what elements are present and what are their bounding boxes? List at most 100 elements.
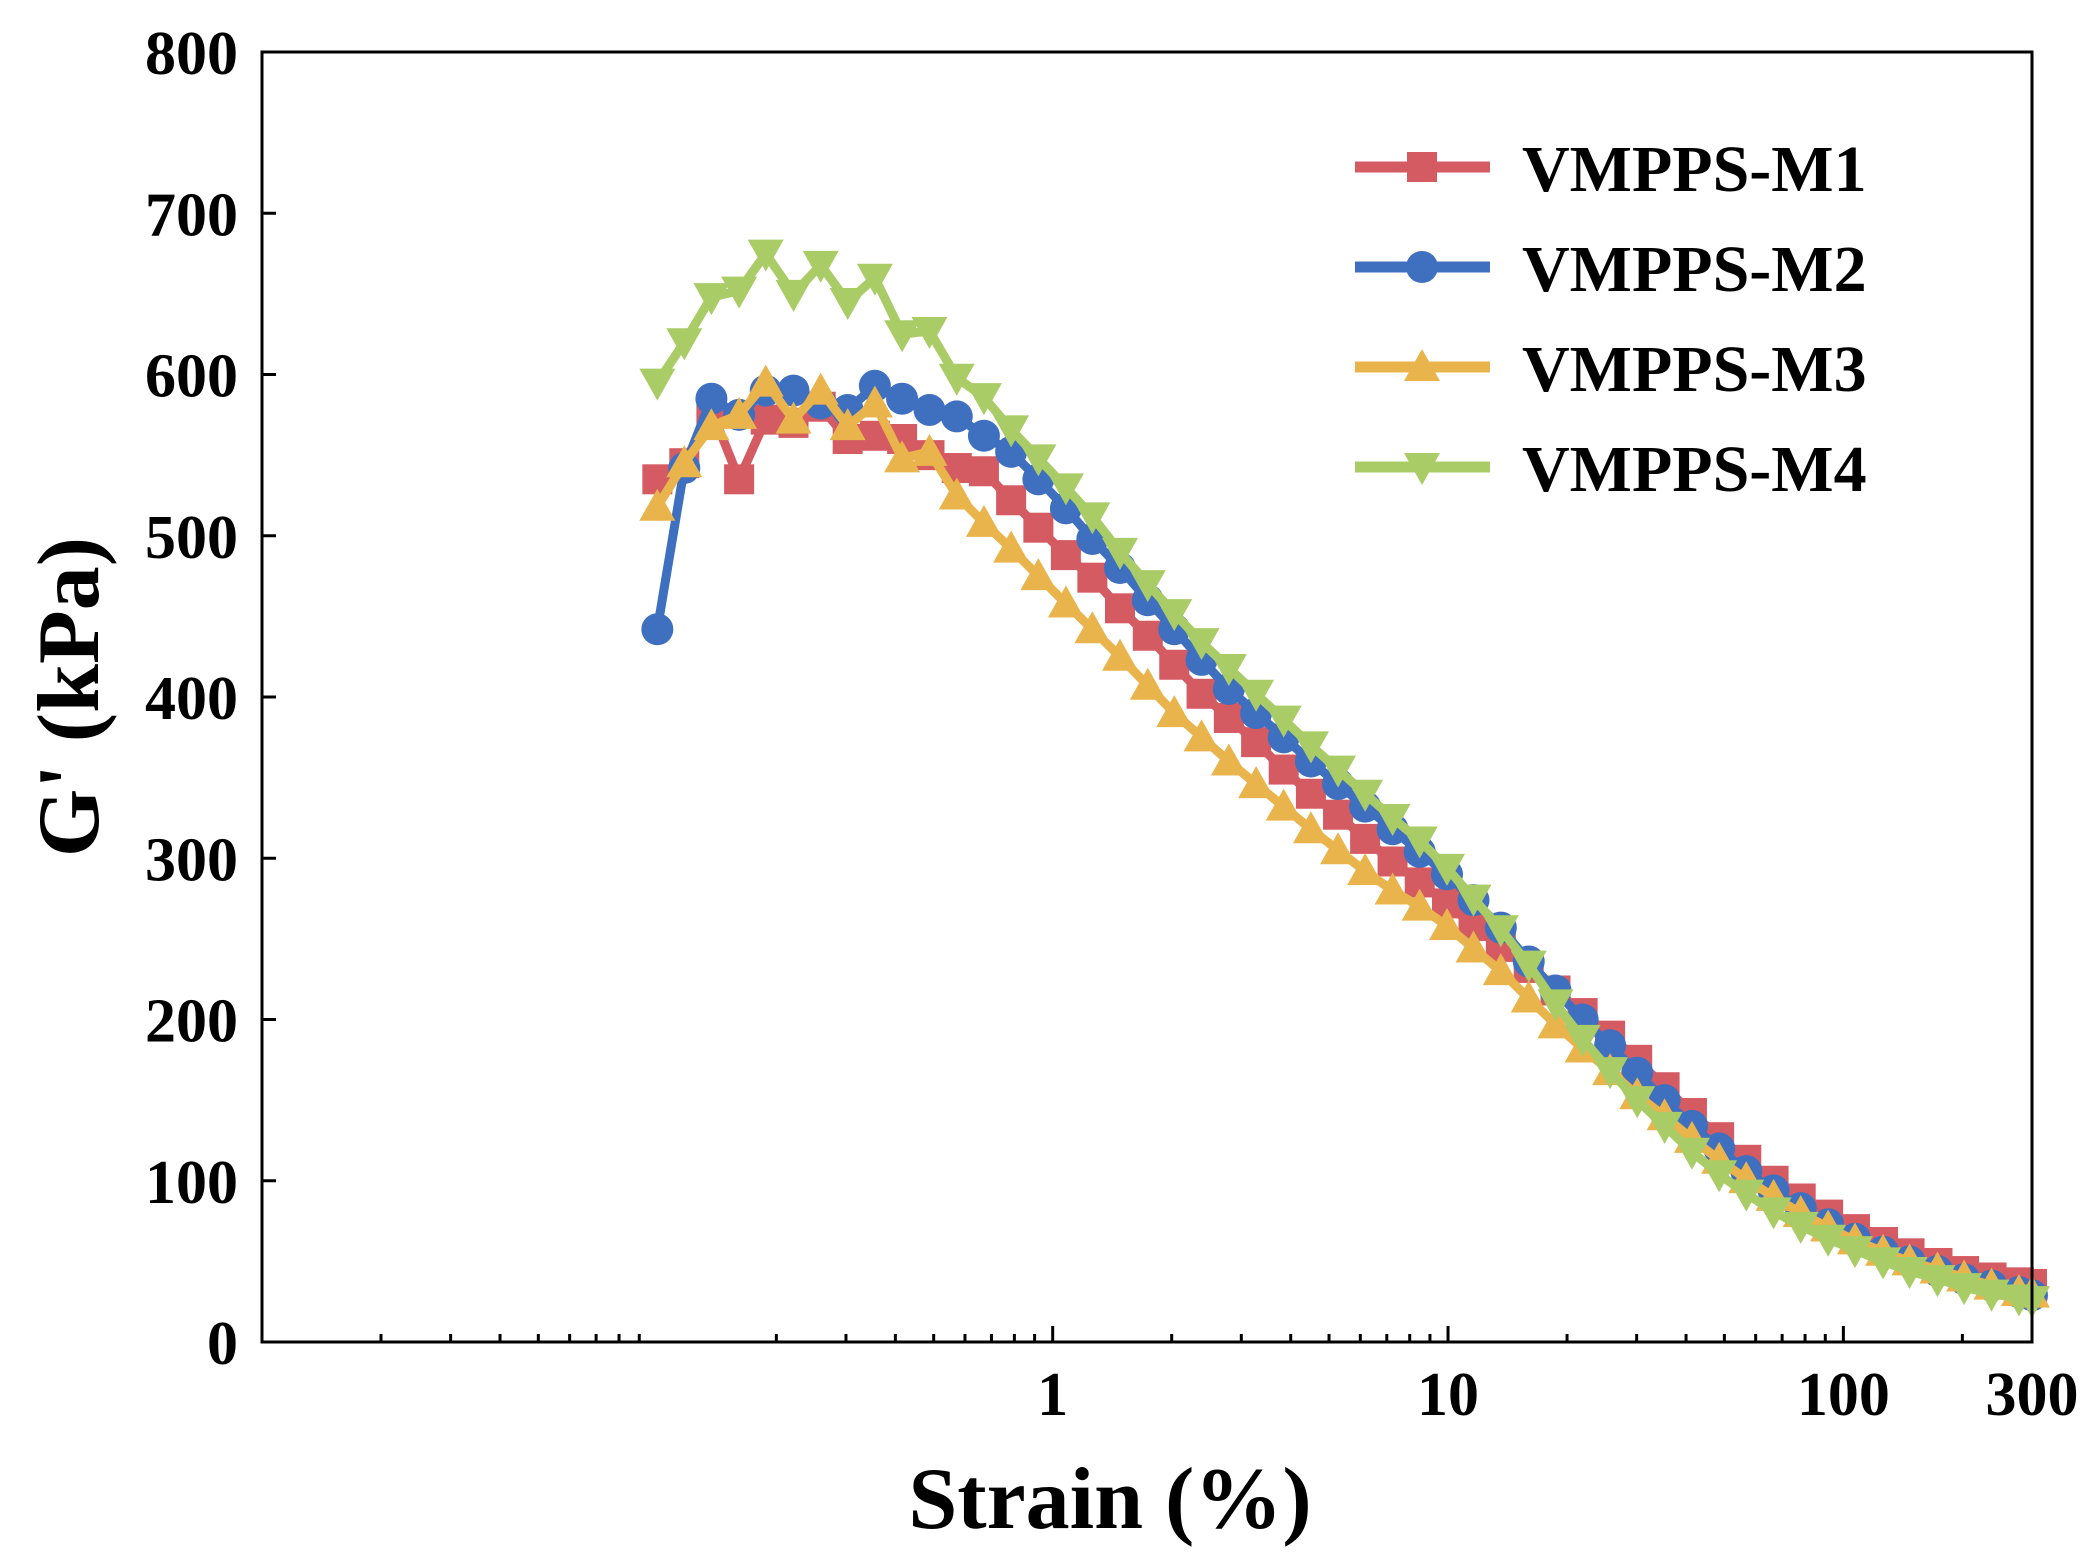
data-point (1592, 1057, 1629, 1090)
data-point (1129, 570, 1166, 603)
legend-marker (1404, 453, 1440, 485)
data-point (666, 328, 703, 361)
data-point (721, 276, 758, 309)
y-tick-label: 600 (145, 343, 238, 411)
data-point (1621, 1056, 1654, 1089)
data-point (1156, 599, 1193, 632)
data-point (1074, 502, 1111, 535)
data-point (913, 393, 946, 426)
data-point (886, 382, 919, 415)
data-point (1238, 679, 1275, 712)
data-point (1537, 1006, 1574, 1039)
data-point (938, 363, 975, 396)
data-point (1101, 638, 1138, 671)
data-point (1213, 702, 1244, 733)
data-point (1646, 1111, 1683, 1144)
data-point (938, 477, 975, 510)
data-point (721, 396, 758, 429)
data-point (829, 408, 866, 441)
data-point (1320, 832, 1357, 865)
data-point (1020, 444, 1057, 477)
data-point (641, 613, 674, 646)
legend-label: VMPPS-M2 (1522, 233, 1867, 306)
data-point (1323, 799, 1354, 830)
data-point (1455, 884, 1492, 917)
legend-item: VMPPS-M1 (1355, 133, 1867, 206)
y-tick-label: 800 (145, 20, 238, 88)
data-point (1919, 1265, 1956, 1298)
data-point (1183, 719, 1220, 752)
legend-marker (1407, 152, 1437, 182)
data-point (639, 368, 676, 401)
data-point (750, 404, 781, 435)
data-point (940, 400, 973, 433)
data-point (1241, 727, 1272, 758)
data-point (1673, 1137, 1710, 1170)
data-point (884, 440, 921, 473)
data-point (1050, 540, 1081, 571)
data-point (1265, 705, 1302, 738)
x-tick-label: 300 (1986, 1361, 2079, 1429)
data-point (1023, 512, 1054, 543)
data-point (1891, 1257, 1928, 1290)
data-point (1377, 846, 1408, 877)
data-point (1210, 653, 1247, 686)
data-point (1510, 950, 1547, 983)
data-point (1047, 585, 1084, 618)
data-point (1728, 1179, 1765, 1212)
data-point (777, 374, 810, 407)
data-point (724, 464, 755, 495)
data-point (1129, 667, 1166, 700)
y-tick-label: 700 (145, 181, 238, 249)
data-point (1210, 743, 1247, 776)
data-point (1292, 811, 1329, 844)
data-point (1537, 989, 1574, 1022)
data-point (1350, 823, 1381, 854)
data-point (802, 250, 839, 283)
data-point (695, 382, 728, 415)
data-point (1428, 907, 1465, 940)
data-point (1455, 930, 1492, 963)
data-point (993, 530, 1030, 563)
data-point (965, 383, 1002, 416)
data-point (1755, 1197, 1792, 1230)
data-point (1101, 537, 1138, 570)
data-point (1292, 731, 1329, 764)
data-point (965, 504, 1002, 537)
data-point (1428, 853, 1465, 886)
data-point (693, 408, 730, 441)
data-point (775, 279, 812, 312)
data-point (1782, 1211, 1819, 1244)
y-tick-label: 0 (207, 1310, 238, 1378)
data-point (1810, 1224, 1847, 1257)
series-layer (639, 239, 2050, 1319)
data-point (993, 415, 1030, 448)
legend-label: VMPPS-M4 (1522, 433, 1867, 506)
y-tick-label: 500 (145, 504, 238, 572)
data-point (1020, 558, 1057, 591)
data-point (1132, 620, 1163, 651)
data-point (996, 485, 1027, 516)
data-point (1186, 678, 1217, 709)
legend-label: VMPPS-M1 (1522, 133, 1867, 206)
data-point (1482, 915, 1519, 948)
data-point (1159, 649, 1190, 680)
data-point (1510, 980, 1547, 1013)
y-tick-label: 300 (145, 826, 238, 894)
data-point (1836, 1236, 1873, 1269)
y-tick-label: 200 (145, 988, 238, 1056)
data-point (747, 239, 784, 272)
axes-layer: 0 100 200 300 400 500 600 700 800 1 10 100 300 (145, 20, 2079, 1429)
data-point (1401, 888, 1438, 921)
data-point (1156, 695, 1193, 728)
data-point (1865, 1247, 1902, 1280)
data-point (1183, 628, 1220, 661)
data-point (1047, 473, 1084, 506)
data-point (884, 320, 921, 353)
data-point (1295, 778, 1326, 809)
legend-label: VMPPS-M3 (1522, 333, 1867, 406)
data-point (666, 445, 703, 478)
x-tick-label: 10 (1417, 1361, 1479, 1429)
data-point (911, 433, 948, 466)
